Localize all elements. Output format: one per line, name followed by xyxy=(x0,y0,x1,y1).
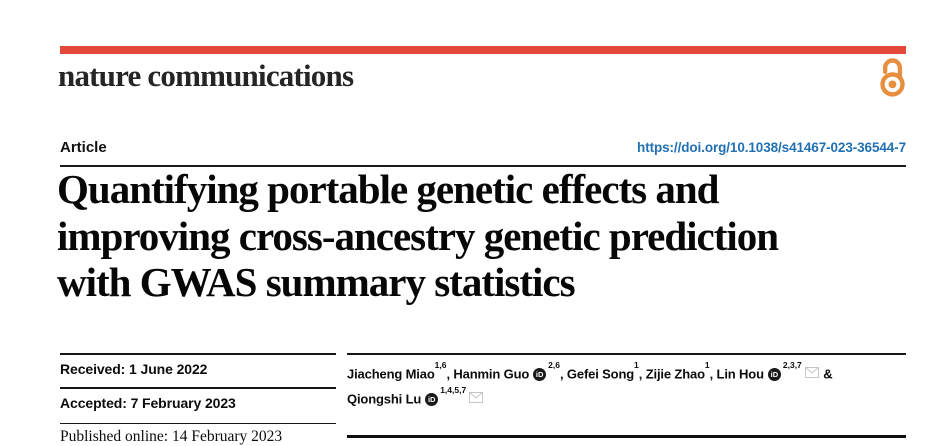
published-date: Published online: 14 February 2023 xyxy=(60,428,283,445)
author-name-text: Jiacheng Miao xyxy=(347,366,435,382)
author-name-text: , Lin Hou xyxy=(709,366,764,382)
affiliation-superscript: 1,6 xyxy=(434,360,447,370)
article-header-row: Article https://doi.org/10.1038/s41467-0… xyxy=(60,139,906,156)
title-line-1: Quantifying portable genetic effects and xyxy=(57,166,719,212)
author-name-text: , Zijie Zhao xyxy=(638,366,705,382)
affiliation-superscript: 2,3,7 xyxy=(782,360,802,370)
authors-divider-top xyxy=(347,353,906,355)
timeline-divider-top xyxy=(60,353,336,355)
journal-logo[interactable]: nature communications xyxy=(58,58,354,93)
orcid-icon[interactable]: iD xyxy=(425,393,439,407)
author-name-text: Qiongshi Lu xyxy=(347,391,422,407)
masthead-rule xyxy=(60,46,906,54)
orcid-icon[interactable]: iD xyxy=(533,368,547,382)
article-type-label: Article xyxy=(60,139,107,156)
affiliation-superscript: 1 xyxy=(704,360,710,370)
author-line: Qiongshi Lu iD1,4,5,7 xyxy=(347,385,922,410)
author-name-text: & xyxy=(819,366,833,382)
timeline-divider-mid xyxy=(60,387,336,389)
author-name-text: , Hanmin Guo xyxy=(446,366,530,382)
orcid-icon[interactable]: iD xyxy=(767,368,781,382)
email-icon[interactable] xyxy=(469,388,484,410)
doi-link[interactable]: https://doi.org/10.1038/s41467-023-36544… xyxy=(637,140,906,155)
header-divider xyxy=(60,165,906,167)
timeline-divider-bottom xyxy=(60,423,336,424)
email-icon[interactable] xyxy=(804,363,819,385)
author-name-text: , Gefei Song xyxy=(560,366,635,382)
page-title: Quantifying portable genetic effects and… xyxy=(57,166,917,306)
title-line-3: with GWAS summary statistics xyxy=(57,259,576,305)
author-list: Jiacheng Miao1,6, Hanmin Guo iD2,6, Gefei… xyxy=(347,360,922,410)
affiliation-superscript: 2,6 xyxy=(548,360,560,370)
affiliation-superscript: 1,4,5,7 xyxy=(440,384,467,395)
open-access-icon xyxy=(880,58,905,97)
accepted-date: Accepted: 7 February 2023 xyxy=(60,395,236,411)
affiliation-superscript: 1 xyxy=(634,360,639,370)
author-line: Jiacheng Miao1,6, Hanmin Guo iD2,6, Gefei… xyxy=(347,360,922,385)
authors-divider-bottom xyxy=(347,435,906,438)
title-line-2: improving cross-ancestry genetic predict… xyxy=(57,212,779,259)
received-date: Received: 1 June 2022 xyxy=(60,361,208,377)
